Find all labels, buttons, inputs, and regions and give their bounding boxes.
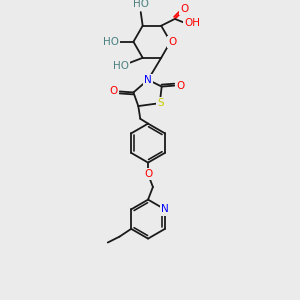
Text: OH: OH	[184, 18, 200, 28]
Text: HO: HO	[113, 61, 129, 70]
Text: O: O	[176, 81, 184, 91]
Text: N: N	[161, 204, 169, 214]
Text: S: S	[158, 98, 164, 108]
Text: N: N	[144, 75, 152, 85]
Text: HO: HO	[103, 37, 119, 47]
Text: HO: HO	[133, 0, 149, 9]
Text: O: O	[110, 86, 118, 97]
Text: O: O	[181, 4, 189, 14]
Text: O: O	[168, 37, 176, 47]
Text: O: O	[144, 169, 152, 179]
